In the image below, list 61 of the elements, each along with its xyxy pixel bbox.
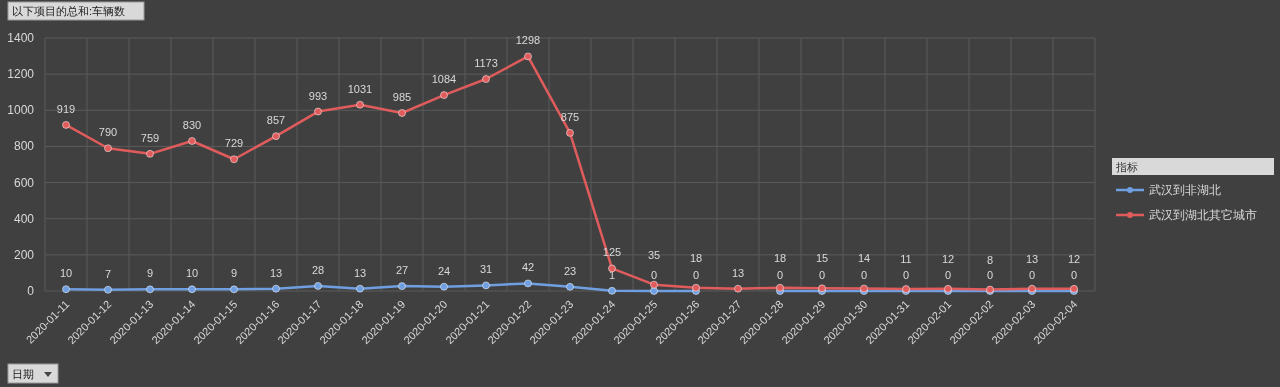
data-label: 18 bbox=[689, 251, 703, 264]
data-label: 14 bbox=[857, 252, 871, 265]
data-label: 10 bbox=[59, 267, 73, 280]
data-label: 875 bbox=[560, 110, 580, 123]
data-label: 0 bbox=[650, 269, 658, 281]
data-label: 27 bbox=[395, 264, 409, 277]
data-label: 729 bbox=[224, 137, 244, 150]
data-label: 993 bbox=[308, 89, 328, 102]
legend-title: 指标 bbox=[1115, 161, 1138, 173]
data-label: 0 bbox=[944, 269, 952, 281]
data-label: 759 bbox=[140, 131, 160, 144]
data-label: 0 bbox=[1070, 269, 1078, 281]
data-label: 31 bbox=[479, 263, 493, 276]
y-tick-label: 1200 bbox=[7, 67, 35, 82]
y-tick-label: 800 bbox=[13, 139, 35, 154]
data-label: 919 bbox=[56, 102, 76, 115]
data-label: 13 bbox=[1025, 252, 1039, 265]
data-label: 830 bbox=[182, 119, 202, 132]
data-label: 15 bbox=[815, 252, 829, 265]
data-label: 24 bbox=[437, 264, 451, 277]
data-label: 0 bbox=[818, 269, 826, 281]
data-label: 1173 bbox=[474, 57, 498, 70]
data-label: 12 bbox=[1067, 252, 1081, 265]
data-label: 1031 bbox=[347, 82, 373, 95]
data-label: 0 bbox=[902, 269, 910, 281]
data-label: 0 bbox=[860, 269, 868, 281]
legend-label: 武汉到非湖北 bbox=[1149, 183, 1221, 197]
data-label: 1298 bbox=[515, 34, 541, 47]
y-tick-label: 1000 bbox=[7, 103, 35, 118]
data-label: 9 bbox=[230, 267, 238, 280]
data-label: 790 bbox=[98, 126, 118, 139]
y-tick-label: 0 bbox=[27, 284, 35, 298]
data-label: 42 bbox=[521, 261, 535, 274]
data-label: 23 bbox=[563, 264, 577, 277]
y-tick-label: 400 bbox=[13, 211, 35, 226]
data-label: 0 bbox=[1028, 269, 1036, 281]
data-label: 12 bbox=[941, 252, 955, 265]
data-label: 1084 bbox=[431, 73, 457, 86]
data-label: 8 bbox=[986, 253, 994, 266]
legend-label: 武汉到湖北其它城市 bbox=[1149, 208, 1257, 222]
data-label: 13 bbox=[353, 266, 367, 279]
data-label: 13 bbox=[269, 266, 283, 279]
data-label: 0 bbox=[986, 269, 994, 281]
data-label: 857 bbox=[266, 114, 286, 127]
data-label: 0 bbox=[692, 269, 700, 281]
y-tick-label: 600 bbox=[13, 175, 35, 190]
data-label: 0 bbox=[776, 269, 784, 281]
data-label: 11 bbox=[900, 253, 912, 266]
data-label: 18 bbox=[773, 251, 787, 264]
data-label: 9 bbox=[146, 267, 154, 280]
x-axis-title: 日期 bbox=[12, 368, 34, 380]
data-label: 28 bbox=[311, 263, 325, 276]
data-label: 1 bbox=[608, 268, 616, 281]
data-label: 985 bbox=[392, 91, 412, 103]
data-label: 13 bbox=[731, 266, 745, 279]
y-tick-label: 1400 bbox=[7, 31, 35, 45]
data-label: 35 bbox=[647, 248, 661, 261]
y-tick-label: 200 bbox=[13, 247, 35, 262]
data-label: 10 bbox=[185, 267, 199, 280]
chart-title: 以下项目的总和:车辆数 bbox=[12, 5, 126, 17]
data-label: 7 bbox=[104, 267, 112, 280]
